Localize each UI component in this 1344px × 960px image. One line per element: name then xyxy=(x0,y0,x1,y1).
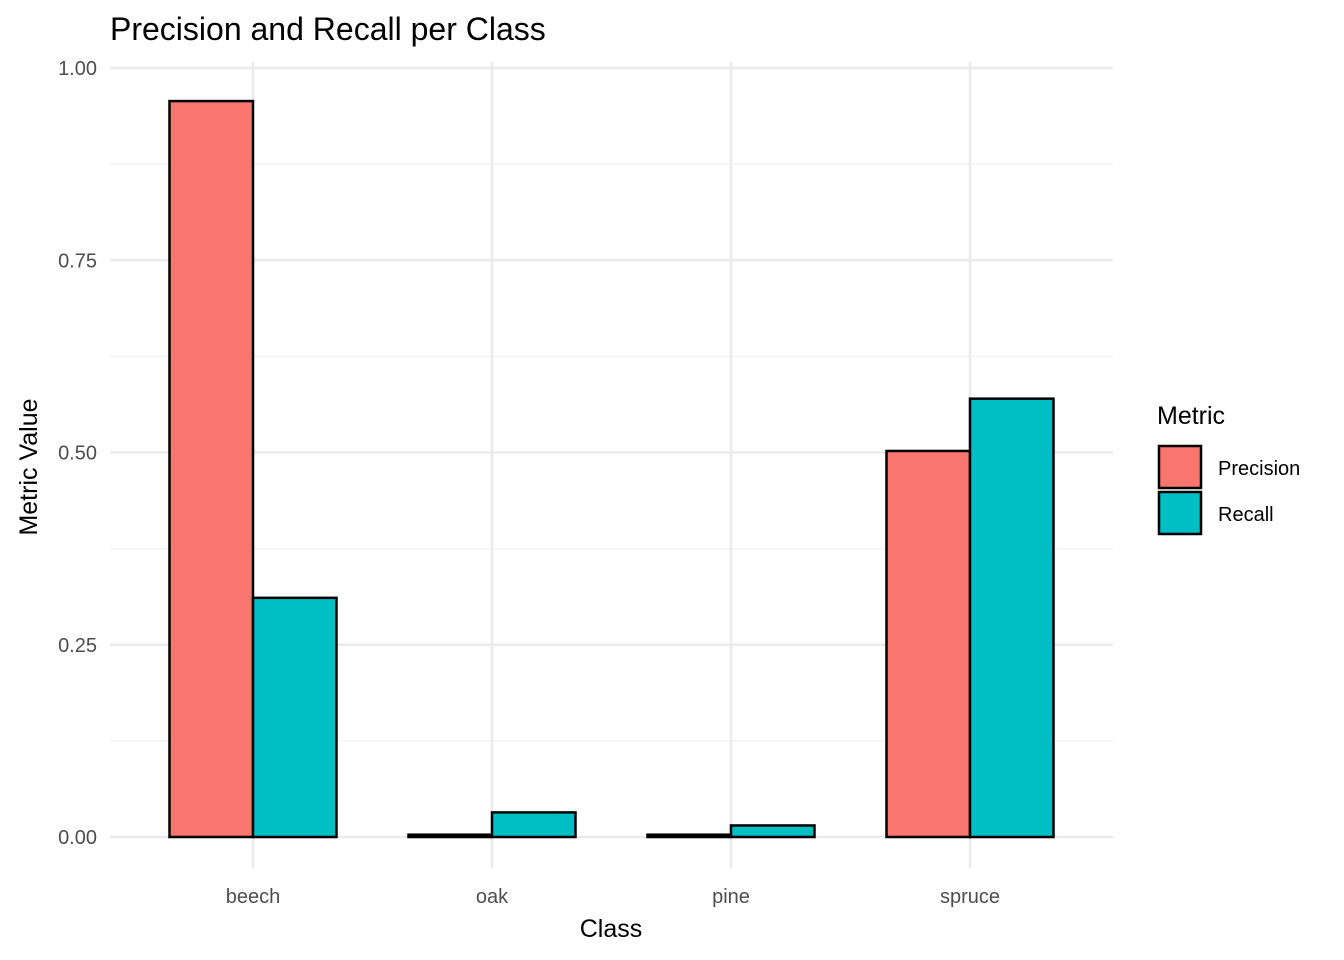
x-axis-title: Class xyxy=(580,915,643,943)
legend-label-precision: Precision xyxy=(1218,458,1300,480)
legend-label-recall: Recall xyxy=(1218,504,1274,526)
bar-recall-beech xyxy=(251,596,338,839)
y-axis-title: Metric Value xyxy=(15,398,43,535)
x-tick-label: spruce xyxy=(940,886,1000,908)
x-tick-label: pine xyxy=(712,886,750,908)
legend-title: Metric xyxy=(1157,402,1225,430)
legend-key-precision xyxy=(1157,444,1203,490)
x-axis-ticks: beech oak pine spruce xyxy=(226,886,1000,908)
legend-key-recall xyxy=(1157,490,1203,536)
y-tick-label: 0.25 xyxy=(58,635,97,657)
bar-precision-oak xyxy=(407,833,494,839)
y-tick-label: 0.75 xyxy=(58,250,97,272)
bar-precision-beech xyxy=(168,99,255,839)
bars xyxy=(168,99,1055,839)
bar-recall-oak xyxy=(490,811,577,839)
bar-recall-pine xyxy=(729,824,816,839)
y-axis-ticks: 0.00 0.25 0.50 0.75 1.00 xyxy=(58,58,97,849)
y-tick-label: 0.50 xyxy=(58,443,97,465)
y-tick-label: 0.00 xyxy=(58,827,97,849)
bar-recall-spruce xyxy=(968,397,1055,839)
bar-precision-spruce xyxy=(885,449,972,839)
bar-precision-pine xyxy=(646,833,733,839)
x-tick-label: beech xyxy=(226,886,281,908)
x-tick-label: oak xyxy=(476,886,509,908)
y-tick-label: 1.00 xyxy=(58,58,97,80)
legend: Metric Precision Recall xyxy=(1157,402,1300,536)
chart-title: Precision and Recall per Class xyxy=(110,11,546,47)
